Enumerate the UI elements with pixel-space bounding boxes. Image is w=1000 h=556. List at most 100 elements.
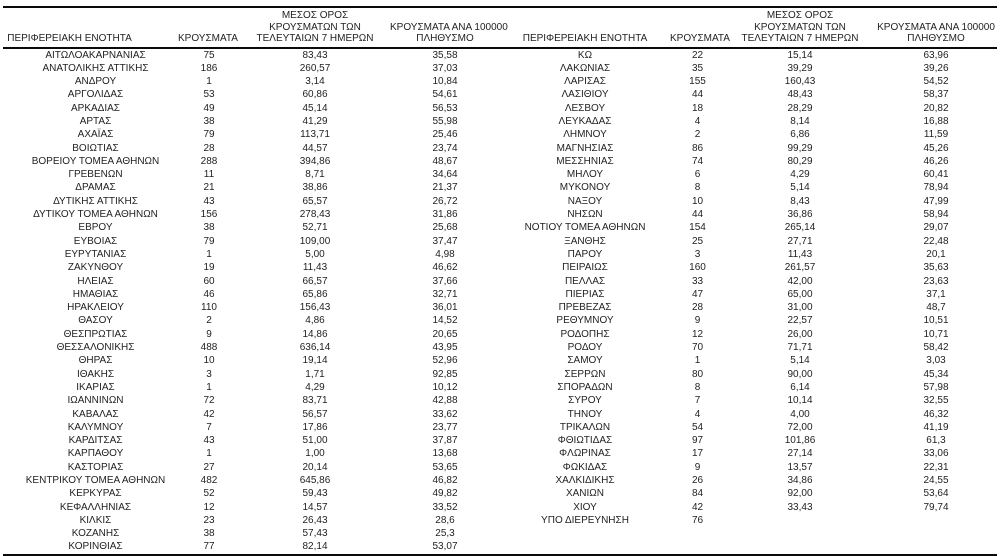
per100k-cell: 37,66 [432, 275, 458, 287]
avg7-cell: 156,43 [299, 302, 331, 314]
avg7-cell: 28,29 [787, 102, 813, 114]
avg7-cell: 99,29 [787, 142, 813, 154]
cases-cell: 186 [200, 62, 218, 74]
avg7-cell: 8,71 [305, 169, 325, 181]
region-name-cell: ΛΑΣΙΘΙΟΥ [561, 89, 609, 101]
cases-cell: 6 [694, 169, 701, 181]
header-avg7-right-line1: ΜΕΣΟΣ ΟΡΟΣ [766, 10, 834, 21]
cases-cell: 43 [203, 195, 215, 207]
per100k-cell: 24,55 [923, 475, 949, 486]
cases-cell: 9 [206, 328, 212, 340]
per100k-cell: 11,59 [923, 129, 949, 141]
per100k-cell: 23,74 [432, 142, 458, 154]
cases-cell: 2 [206, 315, 212, 327]
header-per100k-right-line2: ΠΛΗΘΥΣΜΟ [907, 33, 965, 44]
region-name-cell: ΙΘΑΚΗΣ [76, 368, 115, 380]
per100k-cell: 42,88 [432, 395, 458, 407]
per100k-cell: 61,3 [926, 435, 946, 447]
region-name-cell: ΚΟΡΙΝΘΙΑΣ [68, 541, 123, 553]
cases-cell: 28 [691, 302, 704, 314]
per100k-cell: 23,77 [432, 421, 458, 433]
avg7-cell: 52,71 [302, 222, 328, 234]
cases-cell: 4 [694, 115, 701, 127]
region-name-cell: ΚΑΣΤΟΡΙΑΣ [67, 461, 124, 473]
region-name-cell: ΑΡΤΑΣ [79, 115, 112, 127]
per100k-cell: 35,63 [923, 262, 949, 274]
region-name-cell: ΔΥΤΙΚΟΥ ΤΟΜΕΑ ΑΘΗΝΩΝ [33, 209, 158, 221]
region-name-cell: ΣΑΜΟΥ [567, 355, 603, 367]
region-name-cell: ΑΧΑΪΑΣ [77, 129, 114, 141]
table-header: ΠΕΡΙΦΕΡΕΙΑΚΗ ΕΝΟΤΗΤΑ ΚΡΟΥΣΜΑΤΑ ΜΕΣΟΣ ΟΡΟ… [3, 7, 997, 49]
region-name-cell: ΛΕΥΚΑΔΑΣ [558, 115, 612, 127]
cases-cell: 33 [691, 275, 704, 287]
cases-cell: 3 [206, 368, 212, 380]
cases-cell: 7 [206, 421, 212, 433]
region-name-cell: ΑΡΚΑΔΙΑΣ [71, 102, 120, 114]
cases-cell: 2 [694, 129, 701, 141]
regional-cases-table: ΠΕΡΙΦΕΡΕΙΑΚΗ ΕΝΟΤΗΤΑ ΚΡΟΥΣΜΑΤΑ ΜΕΣΟΣ ΟΡΟ… [3, 6, 997, 556]
table-body: ΑΙΤΩΛΟΑΚΑΡΝΑΝΙΑΣ 75 83,43 35,58 ΚΩ 22 15,14 63,… [3, 48, 997, 555]
header-per100k-left-line2: ΠΛΗΘΥΣΜΟ [416, 33, 474, 44]
avg7-cell: 4,29 [305, 381, 325, 393]
header-row: ΠΕΡΙΦΕΡΕΙΑΚΗ ΕΝΟΤΗΤΑ ΚΡΟΥΣΜΑΤΑ ΜΕΣΟΣ ΟΡΟ… [3, 7, 997, 49]
per100k-cell: 37,03 [432, 62, 458, 74]
avg7-cell: 17,86 [302, 421, 328, 433]
avg7-cell: 265,14 [784, 222, 816, 234]
cases-cell: 79 [203, 129, 215, 141]
header-cases-right: ΚΡΟΥΣΜΑΤΑ [670, 7, 730, 49]
avg7-cell: 72,00 [787, 421, 813, 433]
region-name-cell: ΓΡΕΒΕΝΩΝ [68, 169, 123, 181]
avg7-cell: 4,00 [790, 408, 810, 420]
cases-cell: 154 [689, 222, 706, 234]
cases-cell: 1 [206, 248, 212, 260]
region-name-cell: ΧΙΟΥ [573, 501, 597, 513]
region-name-cell: ΚΟΖΑΝΗΣ [71, 528, 120, 540]
per100k-cell: 47,99 [923, 195, 949, 207]
cases-cell: 52 [203, 488, 215, 500]
table-row: ΚΙΛΚΙΣ 23 26,43 28,6 ΥΠΟ ΔΙΕΡΕΥΝΗΣΗ 76 [3, 514, 997, 527]
avg7-cell: 1,71 [305, 368, 325, 380]
header-avg7-right-line3: ΤΕΛΕΥΤΑΙΩΝ 7 ΗΜΕΡΩΝ [741, 33, 859, 44]
table-row: ΚΕΦΑΛΛΗΝΙΑΣ 12 14,57 33,52 ΧΙΟΥ 42 33,43 79,74 [3, 501, 997, 514]
table-row: ΔΥΤΙΚΗΣ ΑΤΤΙΚΗΣ 43 65,57 26,72 ΝΑΞΟΥ 10 8,43 47… [3, 195, 997, 208]
per100k-cell: 33,52 [432, 501, 458, 513]
cases-cell: 44 [691, 209, 704, 221]
avg7-cell: 45,14 [302, 102, 328, 114]
avg7-cell: 42,00 [787, 275, 813, 287]
table-row: ΚΑΡΔΙΤΣΑΣ 43 51,00 37,87 ΦΘΙΩΤΙΔΑΣ 97 101,86 61… [3, 434, 997, 447]
cases-cell: 46 [203, 288, 215, 300]
cases-cell: 53 [203, 89, 215, 101]
avg7-cell: 4,29 [790, 169, 810, 181]
region-name-cell: ΚΕΦΑΛΛΗΝΙΑΣ [59, 501, 132, 513]
table-row: ΗΡΑΚΛΕΙΟΥ 110 156,43 36,01 ΠΡΕΒΕΖΑΣ 28 31,00 48… [3, 301, 997, 314]
region-name-cell: ΠΡΕΒΕΖΑΣ [558, 302, 612, 314]
cases-cell: 38 [203, 115, 215, 127]
cases-cell: 8 [694, 381, 701, 393]
avg7-cell: 6,14 [790, 381, 810, 393]
table-row: ΓΡΕΒΕΝΩΝ 11 8,71 34,64 ΜΗΛΟΥ 6 4,29 60,41 [3, 168, 997, 181]
avg7-cell: 27,14 [787, 448, 813, 460]
avg7-cell: 636,14 [299, 342, 331, 354]
per100k-cell [875, 527, 997, 540]
region-name-cell: ΑΝΔΡΟΥ [74, 76, 117, 88]
region-name-cell: ΠΙΕΡΙΑΣ [565, 288, 605, 300]
region-name-cell: ΞΑΝΘΗΣ [564, 235, 606, 247]
cases-cell: 10 [691, 195, 704, 207]
avg7-cell: 38,86 [302, 182, 328, 194]
avg7-cell: 14,86 [302, 328, 328, 340]
avg7-cell: 160,43 [784, 76, 816, 88]
header-cases-left-label: ΚΡΟΥΣΜΑΤΑ [178, 33, 238, 44]
avg7-cell: 19,14 [302, 355, 328, 367]
cases-cell: 4 [694, 408, 701, 420]
table-row: ΕΥΡΥΤΑΝΙΑΣ 1 5,00 4,98 ΠΑΡΟΥ 3 11,43 20,1 [3, 248, 997, 261]
cases-cell: 43 [203, 435, 215, 447]
avg7-cell: 65,57 [302, 195, 328, 207]
region-name-cell: ΑΝΑΤΟΛΙΚΗΣ ΑΤΤΙΚΗΣ [42, 62, 149, 74]
region-name-cell: ΙΩΑΝΝΙΝΩΝ [67, 395, 124, 407]
per100k-cell: 31,86 [432, 209, 458, 221]
per100k-cell: 45,34 [923, 368, 949, 380]
avg7-cell: 261,57 [784, 262, 816, 274]
cases-cell: 26 [691, 475, 704, 486]
per100k-cell: 58,37 [923, 89, 949, 101]
per100k-cell: 28,6 [435, 514, 455, 526]
